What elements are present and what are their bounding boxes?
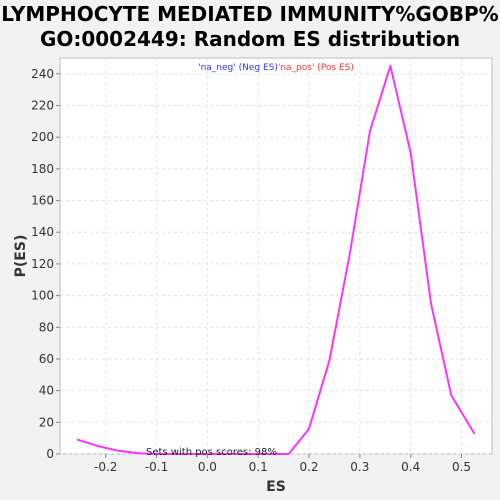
- data-point: [178, 453, 181, 455]
- x-tick-label: 0.5: [452, 460, 471, 474]
- x-tick-label: -0.1: [145, 460, 168, 474]
- data-point: [198, 453, 201, 455]
- series-line: [77, 64, 476, 455]
- data-point: [369, 130, 371, 132]
- chart-title-line1: LYMPHOCYTE MEDIATED IMMUNITY%GOBP%: [1, 2, 499, 26]
- data-point: [450, 394, 453, 397]
- x-tick-label: 0.3: [350, 460, 369, 474]
- data-point: [158, 453, 160, 455]
- x-tick-label: 0.4: [401, 460, 420, 474]
- x-tick-label: 0.0: [198, 460, 217, 474]
- x-axis-title: ES: [266, 479, 286, 495]
- data-point: [219, 453, 221, 455]
- data-point: [259, 453, 262, 455]
- data-point: [473, 432, 476, 435]
- y-tick-label: 220: [31, 99, 54, 113]
- y-tick-label: 160: [31, 194, 54, 208]
- data-point: [430, 302, 432, 305]
- y-tick-label: 20: [39, 415, 54, 429]
- data-point: [328, 359, 331, 362]
- data-point: [409, 152, 412, 154]
- chart-title-line2: GO:0002449: Random ES distribution: [39, 27, 461, 51]
- data-point: [287, 453, 290, 455]
- data-point: [137, 452, 140, 455]
- data-point: [239, 453, 242, 455]
- legend-entry-pos: 'na_pos' (Pos ES): [278, 63, 354, 73]
- data-point: [117, 450, 120, 452]
- y-tick-label: 140: [31, 225, 54, 239]
- data-point: [308, 427, 310, 430]
- data-point: [389, 65, 392, 67]
- y-tick-label: 240: [31, 67, 54, 81]
- legend: 'na_neg' (Neg ES)'na_pos' (Pos ES): [198, 63, 354, 73]
- y-tick-label: 180: [31, 162, 54, 176]
- y-tick-label: 40: [39, 384, 54, 398]
- data-point: [348, 253, 351, 256]
- grid-lines: [60, 58, 492, 455]
- plot-area: [59, 57, 493, 455]
- legend-entry-neg: 'na_neg' (Neg ES): [198, 63, 278, 73]
- y-tick-label: 100: [31, 289, 54, 303]
- x-tick-label: -0.2: [94, 460, 117, 474]
- x-tick-label: 0.1: [249, 460, 268, 474]
- y-axis-ticks: 0 20 40 60 80 100 120 140 160 180 200 220 240: [31, 67, 60, 461]
- data-point: [97, 445, 99, 447]
- y-tick-label: 0: [46, 447, 54, 461]
- y-tick-label: 80: [39, 320, 54, 334]
- series-layer: [76, 64, 476, 455]
- data-point: [76, 438, 79, 441]
- y-tick-label: 60: [39, 352, 54, 366]
- annotation-pos-scores: Sets with pos scores: 98%: [146, 447, 277, 458]
- x-axis-ticks: -0.2 -0.1 0.0 0.1 0.2 0.3 0.4 0.5: [94, 454, 471, 474]
- legend-text: 'na_neg' (Neg ES)'na_pos' (Pos ES): [198, 63, 354, 73]
- x-tick-label: 0.2: [299, 460, 318, 474]
- y-axis-title: P(ES): [13, 235, 29, 278]
- y-tick-label: 200: [31, 130, 54, 144]
- y-tick-label: 120: [31, 257, 54, 271]
